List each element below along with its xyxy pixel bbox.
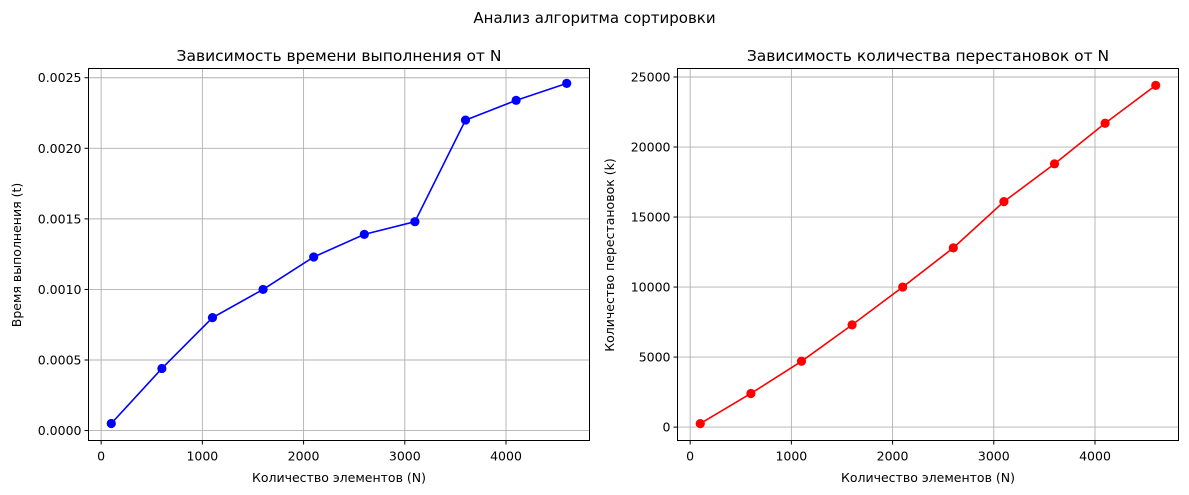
- chart-time-data-point: [359, 229, 369, 239]
- chart-time-ylabel: Время выполнения (t): [9, 183, 24, 327]
- chart-time-series-line: [110, 82, 567, 425]
- chart-time-data-point: [258, 284, 268, 295]
- chart-time-data-point: [157, 363, 167, 374]
- chart-swaps-ylabel: Количество перестановок (k): [602, 158, 617, 352]
- chart-time-points: [106, 78, 572, 429]
- chart-time-data-point: [106, 418, 116, 429]
- chart-swaps-ytick-label: 15000: [631, 210, 671, 225]
- chart-swaps-data-point: [999, 197, 1009, 207]
- chart-swaps-data-point: [948, 243, 958, 253]
- chart-swaps-xtick-label: 2000: [877, 449, 909, 464]
- chart-time-data-point: [460, 115, 471, 125]
- chart-swaps-xtick-label: 1000: [775, 449, 807, 464]
- chart-swaps-frame: [677, 68, 1179, 441]
- chart-swaps-ytick-label: 5000: [639, 350, 671, 365]
- chart-time-ytick-label: 0.0020: [38, 141, 82, 156]
- chart-time-ytick-label: 0.0025: [38, 70, 82, 85]
- chart-swaps-data-point: [898, 282, 908, 292]
- chart-swaps-data-point: [1100, 118, 1110, 128]
- chart-time-ytick-label: 0.0000: [38, 423, 82, 438]
- chart-time-grid: [88, 68, 590, 441]
- chart-time-title: Зависимость времени выполнения от N: [177, 47, 502, 65]
- chart-swaps-data-point: [1151, 80, 1161, 91]
- chart-time-ytick-label: 0.0005: [38, 352, 82, 367]
- chart-time-frame: [88, 68, 590, 441]
- chart-time-xlabel: Количество элементов (N): [252, 470, 426, 485]
- chart-swaps-data-point: [1049, 159, 1060, 169]
- chart-time-ticks: 0 1000 2000 3000 4000 0.0000 0.0005 0.0010 0.001…: [38, 70, 522, 463]
- chart-swaps-ytick-label: 20000: [631, 140, 671, 155]
- figure-suptitle: Анализ алгоритма сортировки: [473, 9, 715, 27]
- chart-swaps-ytick-label: 25000: [631, 70, 671, 85]
- chart-time-xtick-label: 3000: [389, 449, 421, 464]
- chart-swaps-data-point: [847, 320, 857, 330]
- chart-time-xtick-label: 1000: [186, 449, 218, 464]
- chart-swaps-series-line: [699, 84, 1157, 425]
- chart-time-ytick-label: 0.0010: [38, 282, 82, 297]
- chart-time-data-point: [309, 252, 319, 262]
- chart-swaps-xtick-label: 4000: [1079, 449, 1111, 464]
- chart-swaps-data-point: [695, 418, 705, 429]
- chart-time-data-point: [207, 313, 218, 323]
- chart-time-xtick-label: 0: [97, 449, 105, 464]
- chart-swaps-ytick-label: 0: [663, 420, 671, 435]
- chart-time-data-point: [511, 95, 521, 105]
- chart-time-xtick-label: 4000: [490, 449, 522, 464]
- chart-time-data-point: [410, 217, 420, 227]
- chart-time-data-point: [562, 78, 572, 88]
- chart-swaps: Зависимость количества перестановок от N…: [602, 47, 1179, 485]
- chart-swaps-xlabel: Количество элементов (N): [841, 470, 1015, 485]
- chart-swaps-data-point: [746, 388, 756, 399]
- chart-swaps-ytick-label: 10000: [631, 280, 671, 295]
- chart-swaps-xtick-label: 3000: [978, 449, 1010, 464]
- chart-swaps-points: [695, 80, 1161, 429]
- chart-swaps-ticks: 0 1000 2000 3000 4000 0 5000 10000 15000 20000 250…: [631, 70, 1111, 464]
- chart-time: Зависимость времени выполнения от N 0 100…: [9, 47, 590, 485]
- chart-swaps-xtick-label: 0: [686, 449, 694, 464]
- chart-time-ytick-label: 0.0015: [38, 211, 82, 226]
- chart-time-xtick-label: 2000: [288, 449, 320, 464]
- chart-swaps-title: Зависимость количества перестановок от N: [747, 47, 1109, 65]
- chart-swaps-data-point: [796, 356, 807, 366]
